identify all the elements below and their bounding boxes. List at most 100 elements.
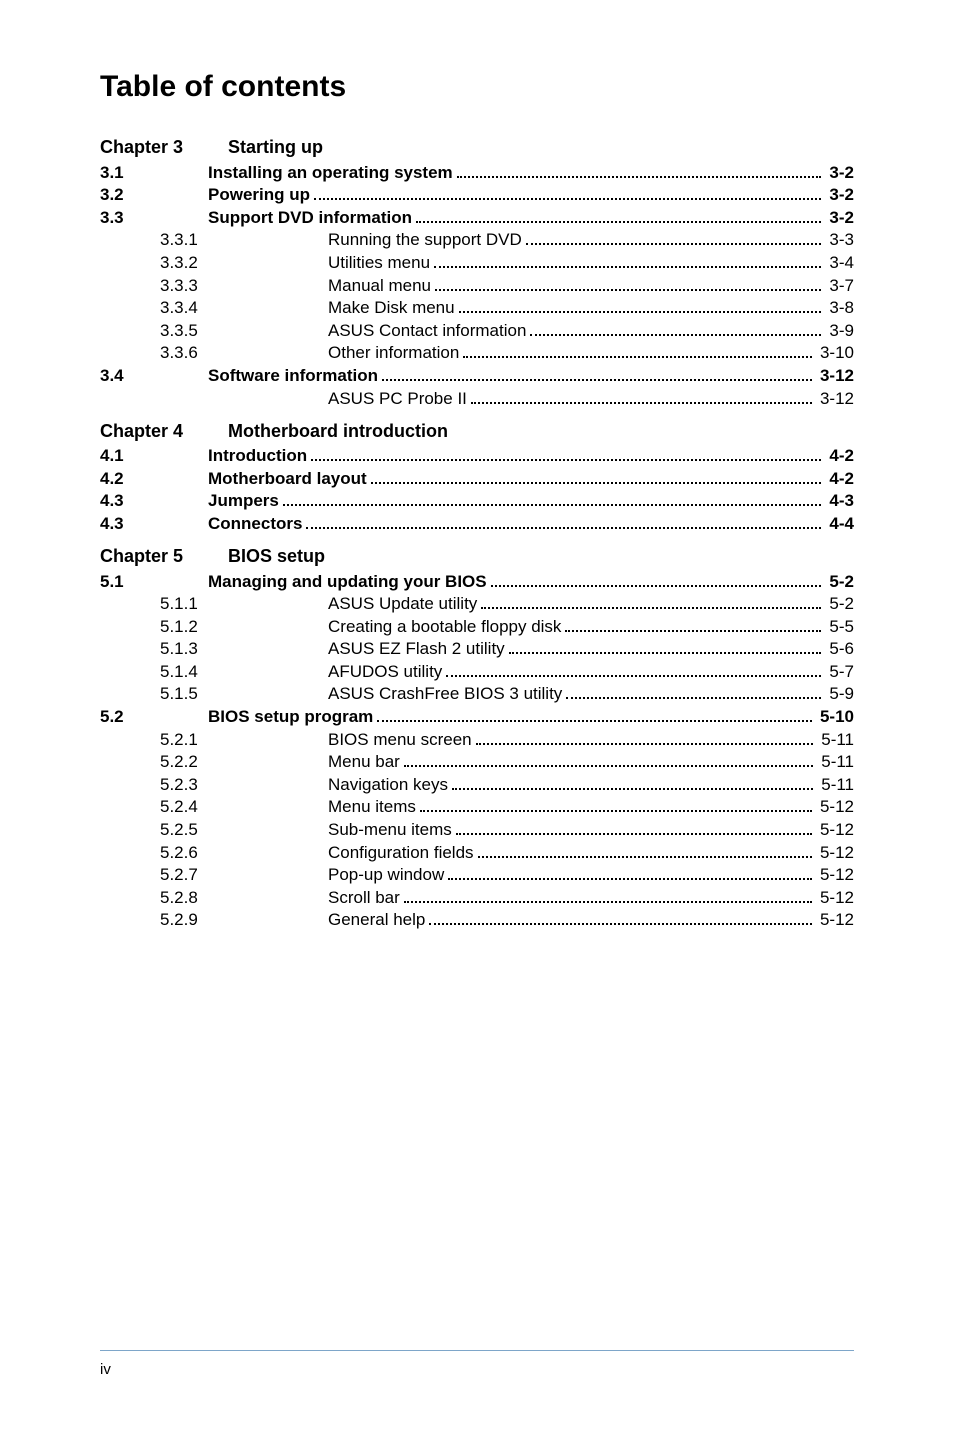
toc-entry: 5.2.8Scroll bar5-12 [100, 887, 854, 907]
toc-entry: 5.1Managing and updating your BIOS 5-2 [100, 571, 854, 591]
chapter-title: BIOS setup [228, 547, 325, 565]
chapter-label: Chapter 3 [100, 138, 208, 156]
toc-entry-number: 3.1 [100, 164, 208, 181]
toc-entry-labelwrap: Software information [208, 365, 816, 385]
toc-entry-number: 3.3.3 [100, 277, 328, 294]
toc-entry-labelwrap: Manual menu [328, 275, 825, 295]
toc-entry: 4.3Jumpers 4-3 [100, 491, 854, 511]
toc-leader [434, 252, 821, 268]
toc-entry-page: 5-12 [816, 911, 854, 928]
toc-entry: 3.3Support DVD information 3-2 [100, 207, 854, 227]
toc-entry-number: 3.3.4 [100, 299, 328, 316]
toc-entry-page: 3-2 [825, 209, 854, 226]
toc-entry: 4.2Motherboard layout4-2 [100, 468, 854, 488]
toc-entry-label: Managing and updating your BIOS [208, 573, 487, 590]
toc-entry-label: Running the support DVD [328, 231, 522, 248]
toc-entry-label: Connectors [208, 515, 302, 532]
toc-entry-labelwrap: Introduction [208, 446, 825, 466]
toc-entry-labelwrap: Support DVD information [208, 207, 825, 227]
toc-entry-labelwrap: Motherboard layout [208, 468, 825, 488]
toc-leader [311, 446, 821, 462]
toc-entry-label: Powering up [208, 186, 310, 203]
toc-entry-label: Manual menu [328, 277, 431, 294]
toc-entry-labelwrap: Managing and updating your BIOS [208, 571, 825, 591]
toc-entry-label: Creating a bootable floppy disk [328, 618, 561, 635]
toc-entry-labelwrap: Running the support DVD [328, 230, 825, 250]
toc-entry-number: 5.2 [100, 708, 208, 725]
toc-entry-number: 5.2.6 [100, 844, 328, 861]
toc-entry-number: 3.3 [100, 209, 208, 226]
toc-entry-label: Software information [208, 367, 378, 384]
toc-entry: 5.2.5Sub-menu items5-12 [100, 819, 854, 839]
toc-entry: 5.2.4Menu items5-12 [100, 797, 854, 817]
toc-entry: 5.2.2Menu bar5-11 [100, 752, 854, 772]
toc-entry-label: AFUDOS utility [328, 663, 442, 680]
toc-entry-page: 5-12 [816, 798, 854, 815]
toc-leader [283, 491, 822, 507]
toc-entry-page: 5-12 [816, 866, 854, 883]
toc-entry-label: BIOS setup program [208, 708, 373, 725]
toc-entry-page: 3-9 [825, 322, 854, 339]
toc-leader [478, 842, 812, 858]
toc-entry: 5.1.1ASUS Update utility5-2 [100, 594, 854, 614]
toc-entry-label: ASUS CrashFree BIOS 3 utility [328, 685, 562, 702]
toc-entry-page: 3-4 [825, 254, 854, 271]
toc-entry-page: 3-12 [816, 367, 854, 384]
toc-entry-labelwrap: General help [328, 910, 816, 930]
toc-leader [526, 230, 822, 246]
toc-entry-label: Jumpers [208, 492, 279, 509]
toc-entry-label: Menu items [328, 798, 416, 815]
toc-entry: 5.2.9General help5-12 [100, 910, 854, 930]
toc-entry-page: 3-10 [816, 344, 854, 361]
toc-entry-page: 4-3 [825, 492, 854, 509]
toc-entry-label: BIOS menu screen [328, 731, 472, 748]
toc-entry-label: Other information [328, 344, 459, 361]
toc-leader [377, 706, 812, 722]
toc-entry: 3.3.1Running the support DVD3-3 [100, 230, 854, 250]
toc-entry-label: ASUS Update utility [328, 595, 477, 612]
page-number: iv [100, 1361, 111, 1378]
toc-entry-label: Make Disk menu [328, 299, 455, 316]
toc-entry-number: 4.3 [100, 515, 208, 532]
toc-entry: 5.2.1BIOS menu screen5-11 [100, 729, 854, 749]
toc-entry-number: 3.3.5 [100, 322, 328, 339]
toc-entry-number: 5.1.2 [100, 618, 328, 635]
toc-entry-number: 5.2.7 [100, 866, 328, 883]
toc-entry-labelwrap: BIOS menu screen [328, 729, 817, 749]
toc-entry-labelwrap: BIOS setup program [208, 706, 816, 726]
toc-entry-label: Utilities menu [328, 254, 430, 271]
toc-leader [456, 819, 812, 835]
toc-entry-label: Configuration fields [328, 844, 474, 861]
toc-leader [420, 797, 812, 813]
toc-entry-labelwrap: Navigation keys [328, 774, 817, 794]
toc-entry-labelwrap: Powering up [208, 185, 825, 205]
toc-leader [448, 865, 812, 881]
chapter-title: Motherboard introduction [228, 422, 448, 440]
toc-entry-number: 5.2.2 [100, 753, 328, 770]
toc-entry-label: Support DVD information [208, 209, 412, 226]
toc-entry-number: 4.3 [100, 492, 208, 509]
toc-entry-page: 5-12 [816, 844, 854, 861]
page-footer: iv [100, 1350, 854, 1378]
toc-entry: 3.3.2Utilities menu3-4 [100, 252, 854, 272]
chapter-header: Chapter 4Motherboard introduction [100, 422, 854, 440]
table-of-contents: Chapter 3Starting up3.1Installing an ope… [100, 124, 854, 1350]
toc-entry-page: 4-4 [825, 515, 854, 532]
toc-entry-number: 3.2 [100, 186, 208, 203]
toc-entry-page: 5-2 [825, 573, 854, 590]
toc-entry-page: 5-7 [825, 663, 854, 680]
toc-entry-number: 5.1.1 [100, 595, 328, 612]
toc-entry-page: 5-9 [825, 685, 854, 702]
toc-entry-page: 3-2 [825, 164, 854, 181]
toc-entry-label: ASUS Contact information [328, 322, 526, 339]
toc-entry-labelwrap: ASUS PC Probe II [328, 388, 816, 408]
toc-entry-label: Motherboard layout [208, 470, 367, 487]
toc-leader [435, 275, 821, 291]
toc-entry-label: Pop-up window [328, 866, 444, 883]
toc-leader [509, 639, 822, 655]
toc-entry-page: 5-12 [816, 889, 854, 906]
toc-entry-labelwrap: ASUS EZ Flash 2 utility [328, 639, 825, 659]
toc-entry: 5.1.3ASUS EZ Flash 2 utility5-6 [100, 639, 854, 659]
toc-entry-number: 5.2.9 [100, 911, 328, 928]
toc-entry-number: 5.1 [100, 573, 208, 590]
